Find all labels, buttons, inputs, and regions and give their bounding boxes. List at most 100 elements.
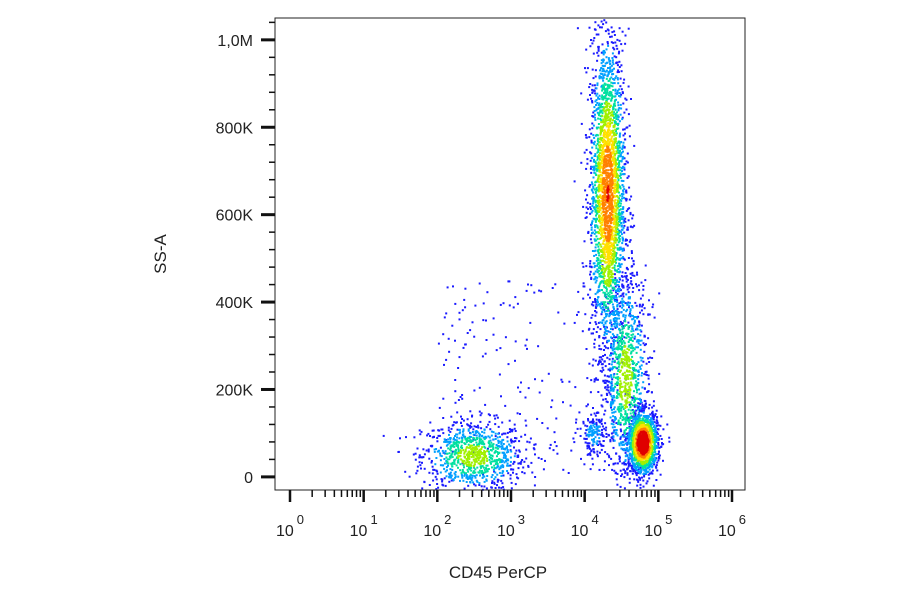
event-point [600,259,603,262]
event-point [642,411,645,414]
event-point [586,201,589,204]
event-point [631,283,633,286]
event-point [648,477,651,480]
event-point [598,114,600,117]
event-point [628,198,631,201]
event-point [465,475,468,478]
event-point [632,333,635,336]
event-point [589,430,592,433]
event-point [591,301,594,304]
event-point [625,370,628,373]
event-point [631,290,634,293]
event-point [618,107,621,109]
event-point [622,374,625,376]
event-point [613,121,616,124]
event-point [606,61,609,64]
event-point [668,436,671,439]
event-point [603,295,606,298]
event-point [615,226,618,229]
event-point [502,448,505,450]
event-point [609,331,612,334]
event-point [603,270,606,273]
event-point [621,116,624,119]
event-point [643,466,645,469]
event-point [610,64,613,67]
event-point [638,305,641,308]
event-point [496,464,499,467]
event-point [627,440,630,443]
event-point [524,419,527,422]
event-point [460,473,463,476]
event-point [551,399,554,402]
event-point [592,358,595,361]
event-point [609,289,612,292]
event-point [461,418,464,420]
event-point [602,124,605,127]
event-point [616,71,619,74]
event-point [481,476,484,479]
event-point [620,179,623,182]
event-point [469,446,472,449]
event-point [629,211,632,214]
event-point [598,237,601,240]
event-point [616,333,619,336]
event-point [592,52,595,55]
event-point [601,255,604,258]
event-point [447,429,450,432]
event-point [451,456,454,459]
event-point [621,366,624,369]
event-point [493,414,496,417]
event-point [418,456,421,459]
event-point [585,405,588,408]
event-point [593,440,596,443]
event-point [605,109,608,112]
event-point [475,448,477,451]
event-point [480,485,483,488]
event-point [609,122,612,125]
event-point [609,69,612,72]
event-point [505,446,508,449]
event-point [658,455,660,458]
event-point [506,436,509,439]
event-point [610,26,613,29]
event-point [624,97,627,100]
event-point [602,444,605,447]
event-point [534,453,536,456]
event-point [463,474,466,477]
event-point [602,76,605,79]
event-point [594,321,597,324]
event-point [611,337,614,340]
event-point [624,388,627,391]
event-point [629,346,632,349]
event-point [578,411,581,414]
event-point [636,328,639,331]
event-point [601,366,604,369]
event-point [614,300,617,303]
event-point [594,220,597,223]
event-point [629,406,632,409]
event-point [632,260,635,263]
event-point [590,211,593,214]
event-point [617,346,620,349]
event-point [601,289,603,291]
event-point [617,342,620,345]
event-point [513,460,516,463]
event-point [601,271,604,274]
event-point [623,394,626,397]
event-point [627,462,630,465]
event-point [615,127,618,130]
event-point [598,187,600,190]
event-point [616,232,619,235]
event-point [449,456,452,459]
event-point [637,472,640,475]
event-point [616,257,619,260]
event-point [607,307,610,310]
event-point [648,361,651,363]
event-point [617,406,620,409]
event-point [620,360,623,363]
event-point [647,357,650,360]
event-point [603,19,606,22]
event-point [617,357,620,360]
event-point [596,264,599,267]
